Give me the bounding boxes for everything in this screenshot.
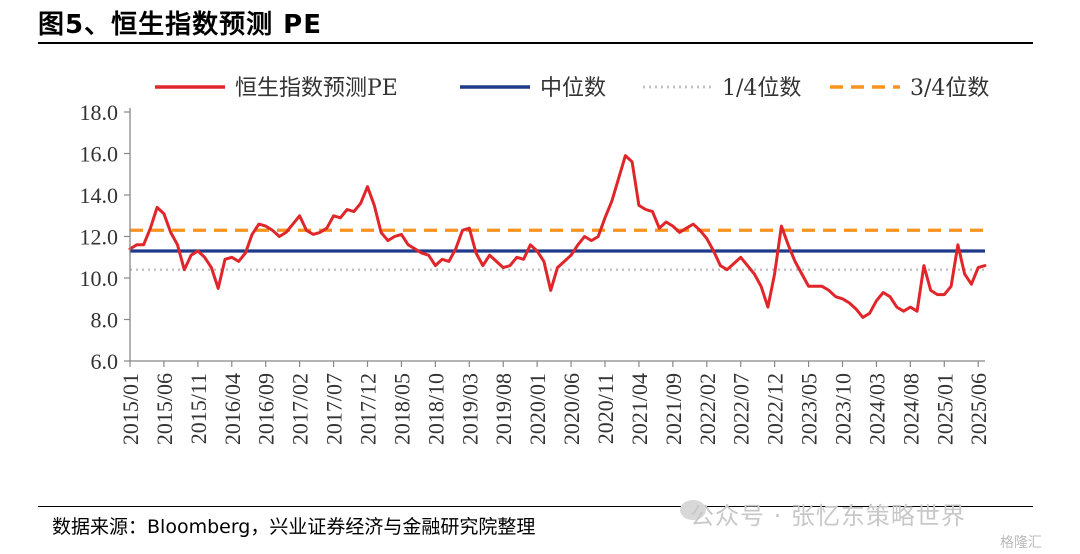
y-tick-label: 18.0: [80, 100, 119, 125]
legend-label: 恒生指数预测PE: [235, 76, 398, 101]
corner-logo: 格隆汇: [1000, 535, 1042, 551]
title-divider: [38, 42, 1033, 44]
x-tick-label: 2022/12: [763, 373, 788, 445]
watermark: 公众号 · 张忆东策略世界: [690, 502, 966, 530]
x-tick-label: 2025/06: [966, 373, 991, 445]
x-tick-label: 2016/04: [220, 373, 245, 445]
y-tick-label: 10.0: [80, 266, 119, 291]
y-tick-label: 14.0: [80, 183, 119, 208]
x-tick-label: 2022/02: [695, 373, 720, 445]
x-tick-label: 2023/10: [831, 373, 856, 445]
chart-axes: 6.0 8.0 10.0 12.0 14.0 16.0 18.0 2015/01 2015/06…: [80, 100, 992, 445]
chart-legend: 恒生指数预测PE 中位数 1/4位数 3/4位数: [155, 76, 989, 101]
x-tick-label: 2021/09: [661, 373, 686, 445]
y-tick-label: 16.0: [80, 142, 119, 167]
x-tick-label: 2024/03: [864, 373, 889, 445]
x-tick-label: 2020/01: [525, 373, 550, 445]
x-tick-label: 2017/02: [288, 373, 313, 445]
x-tick-label: 2017/07: [322, 373, 347, 445]
x-tick-label: 2024/08: [898, 373, 923, 445]
page-title: 图5、恒生指数预测 PE: [38, 10, 322, 40]
legend-label: 1/4位数: [722, 76, 801, 101]
reference-lines: [130, 228, 985, 271]
x-tick-label: 2018/10: [423, 373, 448, 445]
x-tick-label: 2023/05: [797, 373, 822, 445]
footer-divider: [38, 506, 1033, 507]
x-tick-label: 2016/09: [254, 373, 279, 445]
source-note: 数据来源：Bloomberg，兴业证券经济与金融研究院整理: [52, 516, 536, 538]
x-tick-label: 2015/01: [118, 373, 143, 445]
x-tick-label: 2020/06: [559, 373, 584, 445]
y-tick-label: 8.0: [91, 308, 119, 333]
x-tick-label: 2015/06: [152, 373, 177, 445]
legend-label: 中位数: [540, 76, 606, 101]
series-layer: [128, 154, 987, 319]
x-tick-label: 2021/04: [627, 373, 652, 445]
x-tick-label: 2019/03: [457, 373, 482, 445]
legend-label: 3/4位数: [910, 76, 989, 101]
wechat-icon: [680, 500, 706, 520]
pe-line-chart: 恒生指数预测PE 中位数 1/4位数 3/4位数 6.0 8.0 10.0 12.0 14.0…: [80, 76, 992, 445]
y-tick-label: 12.0: [80, 225, 119, 250]
x-tick-label: 2018/05: [389, 373, 414, 445]
y-tick-label: 6.0: [91, 349, 119, 374]
x-tick-label: 2025/01: [932, 373, 957, 445]
pe-series-line: [128, 154, 987, 319]
x-tick-label: 2020/11: [593, 373, 618, 444]
x-tick-label: 2022/07: [729, 373, 754, 445]
x-tick-label: 2015/11: [186, 373, 211, 444]
x-tick-label: 2017/12: [356, 373, 381, 445]
x-tick-label: 2019/08: [491, 373, 516, 445]
